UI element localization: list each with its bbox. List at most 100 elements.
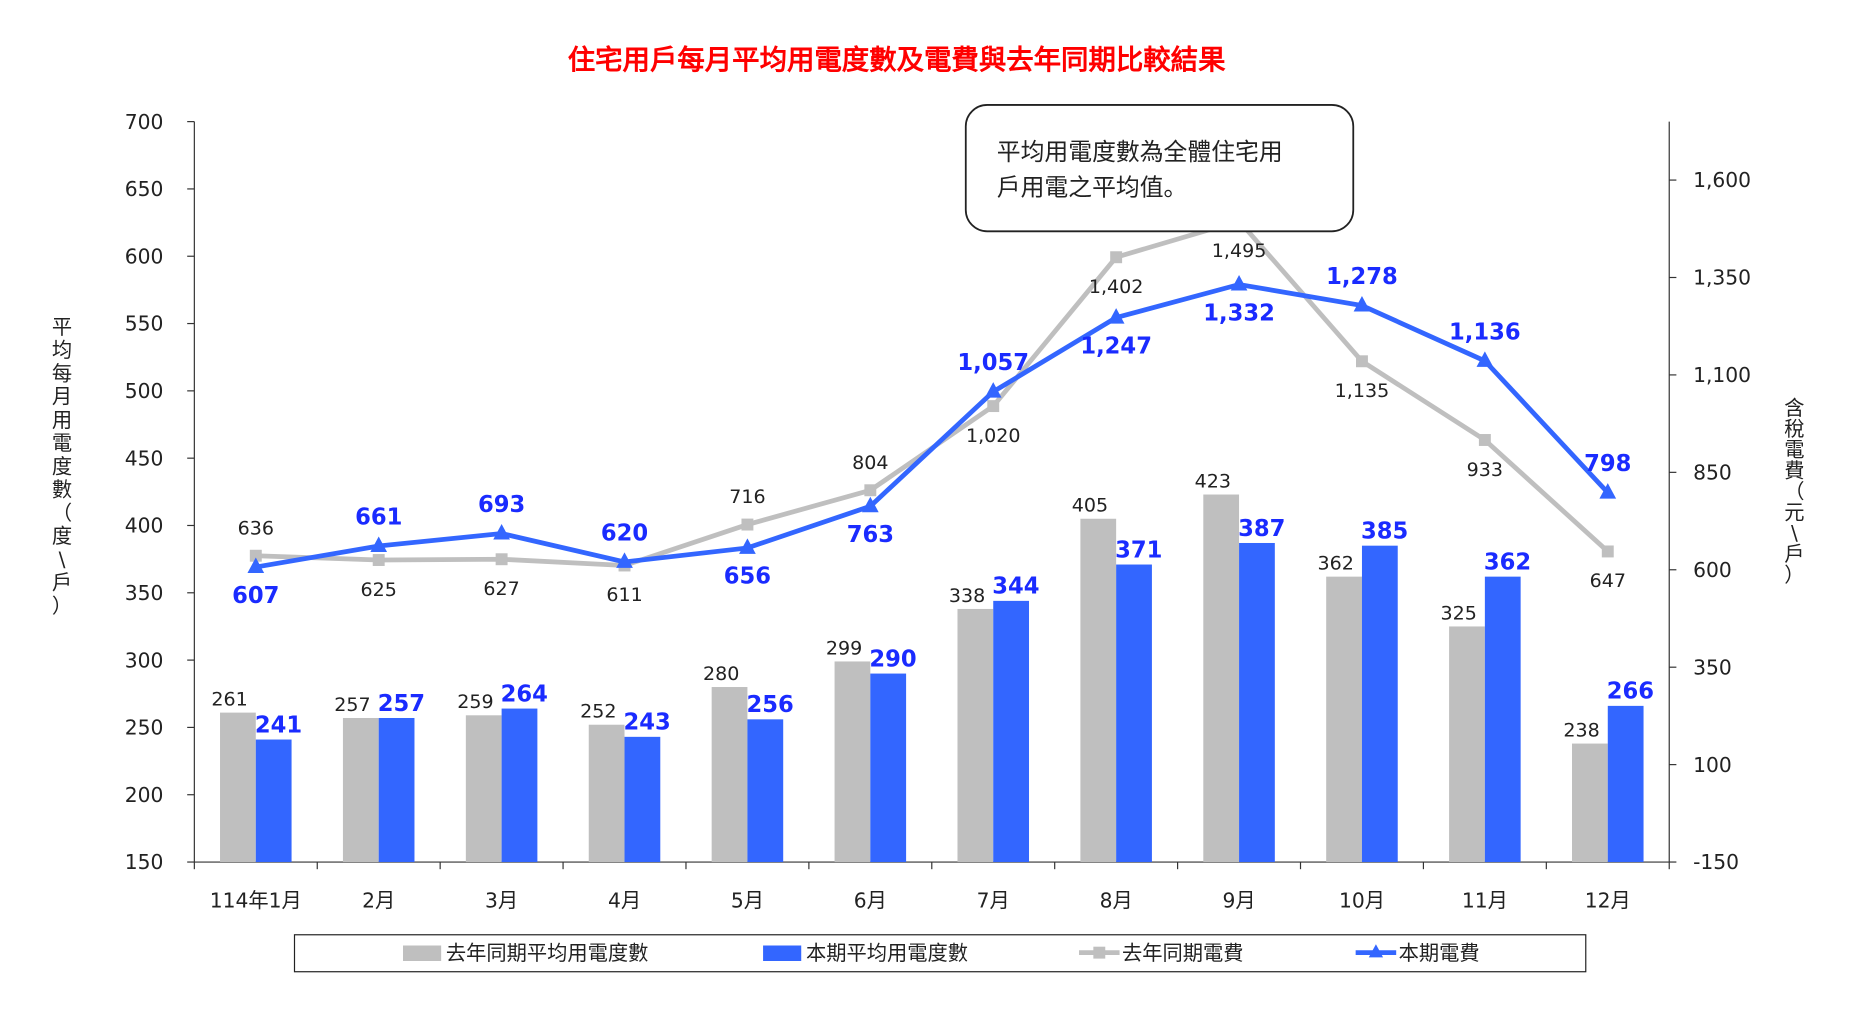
x-tick-label: 9月 xyxy=(1222,888,1255,912)
bar-last-year-kwh xyxy=(1080,518,1117,863)
axis-label-char: 含 xyxy=(1784,396,1804,420)
left-tick-label: 700 xyxy=(125,110,164,134)
marker-triangle xyxy=(984,382,1002,398)
marker-triangle xyxy=(1476,351,1494,367)
axis-label-char: 元 xyxy=(1784,500,1804,524)
line-data-label: 627 xyxy=(483,578,519,600)
bar-data-label: 241 xyxy=(255,712,302,738)
line-data-label: 1,020 xyxy=(966,425,1021,447)
bar-last-year-kwh xyxy=(342,717,379,863)
axis-label-char: 平 xyxy=(52,315,72,339)
marker-square xyxy=(864,484,877,497)
marker-triangle xyxy=(1353,296,1371,312)
bar-last-year-kwh xyxy=(220,712,256,863)
line-data-label: 636 xyxy=(238,517,274,539)
line-data-label: 1,247 xyxy=(1080,333,1152,359)
bar-data-label: 387 xyxy=(1238,516,1285,542)
bar-this-year-kwh xyxy=(1484,576,1521,863)
bar-this-year-kwh xyxy=(1607,705,1644,863)
x-tick-label: 3月 xyxy=(485,888,518,912)
bar-this-year-kwh xyxy=(993,600,1030,863)
bar-data-label: 325 xyxy=(1440,602,1476,624)
left-tick-label: 450 xyxy=(125,446,164,470)
bar-this-year-kwh xyxy=(1239,542,1275,863)
bar-data-label: 280 xyxy=(703,663,739,685)
axis-label-char: 均 xyxy=(52,338,72,362)
left-tick-label: 600 xyxy=(125,244,164,268)
x-tick-label: 10月 xyxy=(1339,888,1385,912)
x-tick-label: 5月 xyxy=(731,888,764,912)
right-tick-label: 100 xyxy=(1693,753,1732,777)
left-tick-label: 200 xyxy=(125,783,164,807)
axis-label-char: ） xyxy=(1784,563,1804,587)
axis-label-char: 戶 xyxy=(1784,542,1804,566)
bar-this-year-kwh xyxy=(870,673,907,863)
line-data-label: 647 xyxy=(1590,570,1626,592)
axis-label-char: 電 xyxy=(52,431,72,455)
marker-triangle xyxy=(370,536,388,552)
line-data-label: 1,057 xyxy=(957,350,1029,376)
bar-data-label: 405 xyxy=(1072,495,1108,517)
bar-this-year-kwh xyxy=(747,719,784,863)
legend-swatch xyxy=(403,945,442,961)
line-data-label: 693 xyxy=(478,492,525,518)
line-data-label: 1,135 xyxy=(1335,380,1390,402)
bar-last-year-kwh xyxy=(465,715,502,863)
bar-data-label: 290 xyxy=(869,646,916,672)
x-tick-label: 11月 xyxy=(1462,888,1508,912)
axis-label-char: 費 xyxy=(1784,459,1804,483)
bar-this-year-kwh xyxy=(1361,545,1398,863)
marker-square xyxy=(741,518,754,531)
annotation-line-2: 戶用電之平均值。 xyxy=(997,174,1188,202)
bar-data-label: 362 xyxy=(1484,549,1531,575)
axis-label-char: 數 xyxy=(52,478,72,502)
right-tick-label: -150 xyxy=(1693,850,1739,874)
line-data-label: 798 xyxy=(1584,451,1631,477)
line-data-label: 933 xyxy=(1467,459,1503,481)
x-tick-label: 8月 xyxy=(1100,888,1133,912)
legend-label: 本期電費 xyxy=(1399,941,1480,965)
left-tick-label: 350 xyxy=(125,581,164,605)
axis-label-char: 度 xyxy=(52,524,72,548)
legend-label: 去年同期電費 xyxy=(1122,941,1244,965)
marker-triangle xyxy=(1107,308,1125,324)
x-tick-label: 114年1月 xyxy=(210,888,302,912)
marker-triangle xyxy=(1599,483,1617,499)
marker-square xyxy=(1478,434,1491,446)
left-tick-label: 500 xyxy=(125,379,164,403)
right-tick-label: 1,350 xyxy=(1693,266,1751,290)
axis-label-char: \ xyxy=(59,547,66,571)
x-tick-label: 2月 xyxy=(362,888,395,912)
line-data-label: 620 xyxy=(601,521,648,547)
bar-data-label: 362 xyxy=(1318,552,1354,574)
x-tick-label: 6月 xyxy=(854,888,887,912)
marker-square xyxy=(987,400,1000,413)
legend-marker xyxy=(1368,944,1384,958)
line-data-label: 1,278 xyxy=(1326,264,1398,290)
axis-label-char: 度 xyxy=(52,454,72,478)
line-data-label: 1,136 xyxy=(1449,319,1521,345)
bar-data-label: 423 xyxy=(1195,470,1231,492)
marker-square xyxy=(1110,251,1123,264)
left-tick-label: 250 xyxy=(125,716,164,740)
axis-label-char: 月 xyxy=(52,385,72,409)
bar-this-year-kwh xyxy=(624,736,661,863)
x-tick-label: 4月 xyxy=(608,888,641,912)
bar-last-year-kwh xyxy=(1203,494,1240,863)
right-tick-label: 600 xyxy=(1693,558,1732,582)
axis-label-char: ） xyxy=(52,594,72,618)
bar-last-year-kwh xyxy=(1449,626,1485,863)
marker-square xyxy=(249,549,262,562)
legend: 去年同期平均用電度數 本期平均用電度數 去年同期電費 本期電費 xyxy=(293,934,1587,973)
line-data-label: 661 xyxy=(355,505,402,531)
bar-last-year-kwh xyxy=(834,661,871,863)
marker-triangle xyxy=(739,538,756,554)
bar-data-label: 252 xyxy=(580,701,616,723)
bar-last-year-kwh xyxy=(957,608,994,863)
bar-last-year-kwh xyxy=(1572,743,1608,863)
marker-square xyxy=(1356,355,1368,368)
line-data-label: 611 xyxy=(606,584,642,606)
bar-data-label: 257 xyxy=(334,694,370,716)
axis-label-char: 用 xyxy=(52,408,72,432)
